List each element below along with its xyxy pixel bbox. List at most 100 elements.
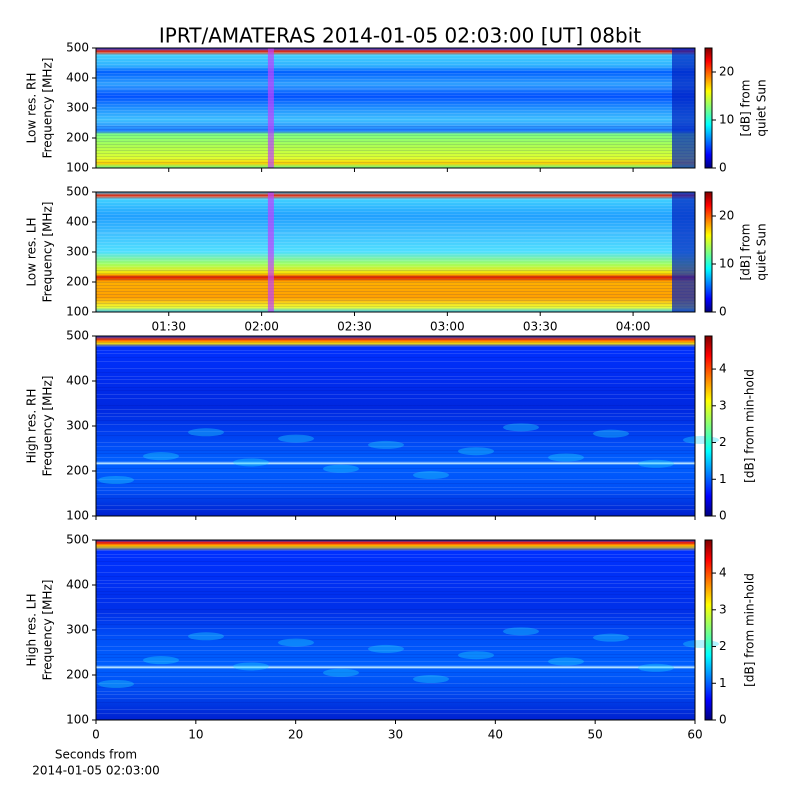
spectrogram-stripe [96,661,695,662]
spectrogram-stripe [96,107,695,108]
spectrogram-stripe [96,672,695,673]
spectrogram-stripe [96,583,695,584]
spectrogram-stripe [96,126,695,127]
figure-title: IPRT/AMATERAS 2014-01-05 02:03:00 [UT] 0… [159,24,641,48]
spectrogram-stripe [96,232,695,233]
x-tick-label: 04:00 [616,320,651,334]
x-tick-label: 02:30 [337,320,372,334]
burst [458,651,494,660]
colorbar [705,48,712,168]
spectrogram-stripe [96,676,695,677]
spectrogram-stripe [96,587,695,588]
spectrogram-stripe [96,550,695,551]
spectrogram-stripe [96,251,695,252]
x-tick-label: 30 [388,728,403,742]
spectrogram-stripe [96,110,695,111]
spectrogram-stripe [96,613,695,614]
time-marker [267,48,274,168]
burst [233,662,269,671]
spectrogram-stripe [96,113,695,114]
colorbar-label: [dB] from min-hold [743,573,757,687]
spectrogram-edge [672,48,695,168]
spectrogram-stripe [96,457,695,458]
spectrogram-stripe [96,580,695,581]
colorbar-label: [dB] from [739,224,753,281]
spectrogram-stripe [96,468,695,469]
spectrogram-stripe [96,285,695,286]
spectrogram-stripe [96,196,695,197]
colorbar-tick-label: 10 [719,113,734,127]
spectrogram-stripe [96,379,695,380]
x-tick-label: 03:00 [430,320,465,334]
spectrogram-stripe [96,211,695,212]
spectrogram-stripe [96,342,695,343]
interference-line [96,462,695,465]
spectrogram-stripe [96,294,695,295]
spectrogram-stripe [96,92,695,93]
spectrogram-stripe [96,162,695,163]
spectrogram-stripe [96,88,695,89]
interference-line [96,666,695,669]
burst [638,663,674,672]
burst [278,638,314,647]
burst [638,459,674,468]
colorbar-tick-label: 4 [719,362,727,376]
y-axis-label: Frequency [MHz] [41,580,55,681]
y-axis-label: Frequency [MHz] [41,202,55,303]
spectrogram-stripe [96,698,695,699]
spectrogram-stripe [96,405,695,406]
spectrogram-stripe [96,442,695,443]
spectrogram-stripe [96,361,695,362]
spectrogram-stripe [96,683,695,684]
burst [413,471,449,480]
spectrogram-stripe [96,270,695,271]
y-tick-label: 300 [66,419,89,433]
spectrogram-stripe [96,387,695,388]
burst [278,434,314,443]
burst [323,464,359,473]
spectrogram-stripe [96,565,695,566]
y-tick-label: 200 [66,131,89,145]
spectrogram-stripe [96,350,695,351]
spectrogram-stripe [96,254,695,255]
spectrogram-stripe [96,594,695,595]
spectrogram-stripe [96,159,695,160]
spectrogram-stripe [96,353,695,354]
colorbar-tick-label: 1 [719,676,727,690]
burst [413,675,449,684]
y-tick-label: 400 [66,71,89,85]
spectrogram-stripe [96,357,695,358]
y-tick-label: 300 [66,623,89,637]
spectrogram-stripe [96,694,695,695]
burst [188,632,224,641]
spectrogram-stripe [96,416,695,417]
x-tick-label: 0 [92,728,100,742]
y-axis-label: Frequency [MHz] [41,58,55,159]
spectrogram-stripe [96,446,695,447]
spectrogram-stripe [96,420,695,421]
spectrogram-stripe [96,431,695,432]
y-tick-label: 500 [66,329,89,343]
colorbar-frame [704,191,713,313]
spectrogram-stripe [96,509,695,510]
spectrogram-stripe [96,217,695,218]
spectrogram-stripe [96,376,695,377]
spectrogram-stripe [96,245,695,246]
y-axis-label: Frequency [MHz] [41,376,55,477]
spectrogram-stripe [96,95,695,96]
spectrogram-stripe [96,617,695,618]
spectrogram-stripe [96,248,695,249]
y-tick-label: 100 [66,713,89,727]
x-tick-label: 40 [488,728,503,742]
burst [503,627,539,636]
y-tick-label: 300 [66,101,89,115]
spectrogram-stripe [96,239,695,240]
spectrogram [96,336,695,516]
spectrogram-stripe [96,628,695,629]
spectrogram-stripe [96,122,695,123]
colorbar-tick-label: 10 [719,257,734,271]
spectrogram-stripe [96,635,695,636]
colorbar-tick-label: 4 [719,566,727,580]
y-axis-label: Low res. RH [25,73,39,144]
y-tick-label: 400 [66,215,89,229]
